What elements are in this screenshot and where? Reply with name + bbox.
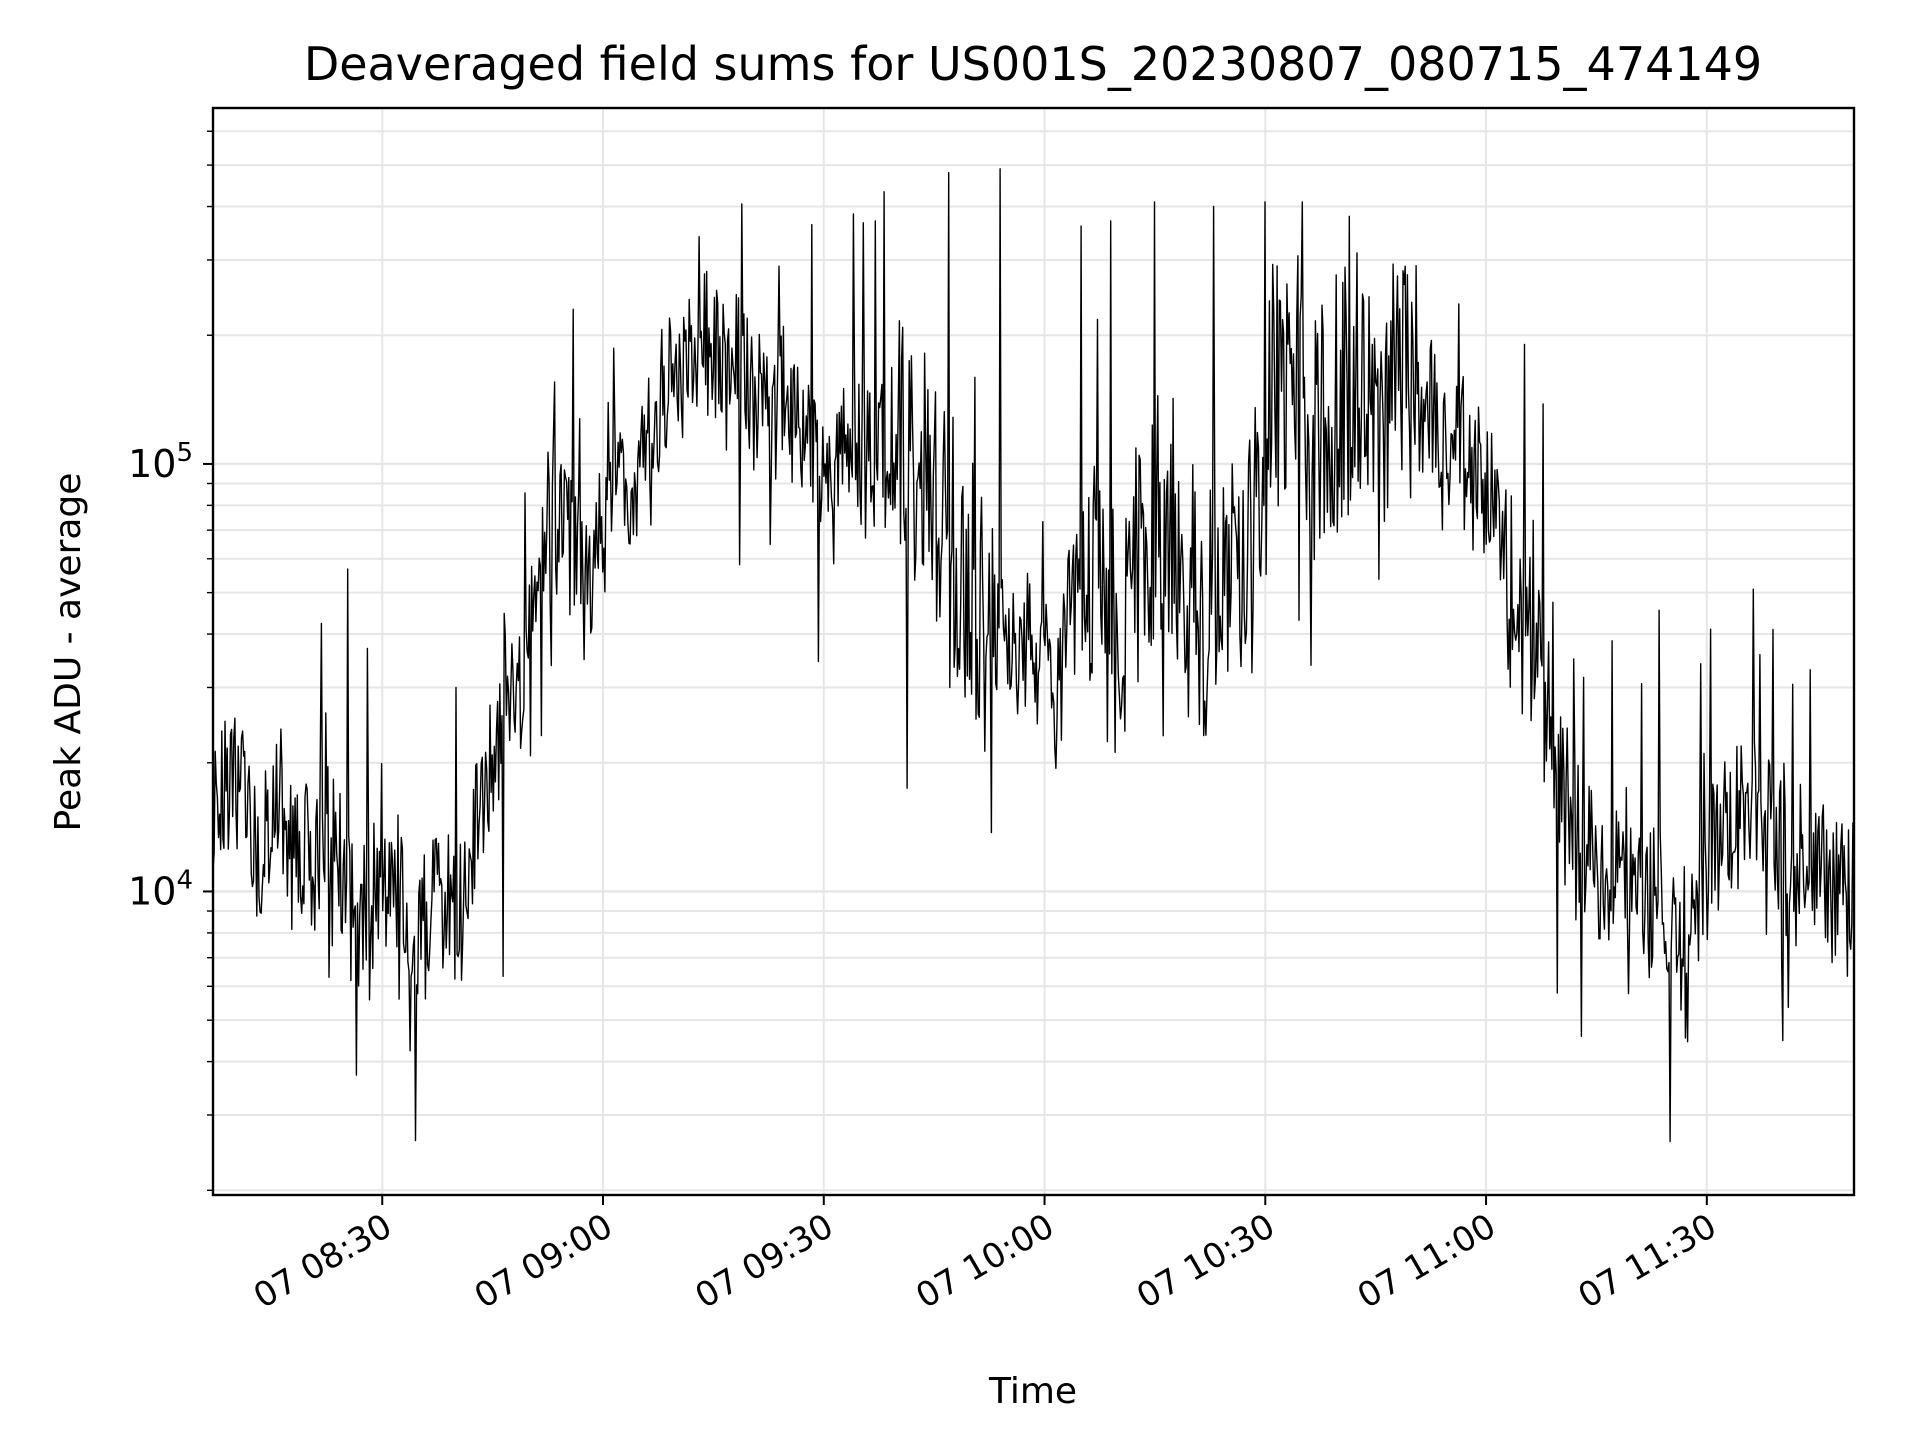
y-tick-exponent: 4	[176, 865, 193, 895]
y-axis-label: Peak ADU - average	[48, 473, 89, 832]
plot-frame	[211, 106, 1856, 1197]
grid	[213, 108, 1854, 1195]
y-tick-label: 105	[128, 438, 193, 486]
y-tick-exponent: 5	[176, 438, 193, 468]
y-tick-base: 10	[128, 869, 176, 913]
data-line	[212, 168, 1855, 1143]
series-line	[212, 168, 1855, 1143]
x-axis-label: Time	[988, 1371, 1077, 1412]
y-tick-label: 104	[128, 865, 193, 913]
y-tick-base: 10	[128, 442, 176, 486]
chart-title: Deaveraged field sums for US001S_2023080…	[304, 37, 1762, 91]
